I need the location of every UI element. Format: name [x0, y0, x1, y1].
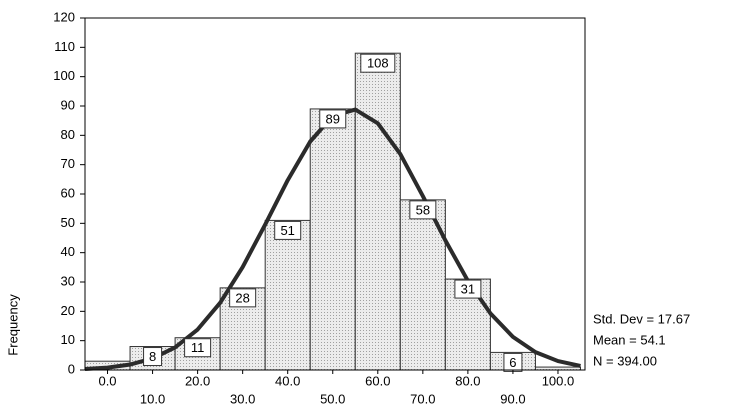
y-axis-label: Frequency	[5, 294, 20, 356]
value-label-box	[409, 200, 437, 220]
x-tick-label: 30.0	[230, 391, 255, 406]
y-tick-label: 50	[61, 215, 75, 230]
x-tick-label: 100.0	[542, 373, 575, 388]
value-label-box	[229, 288, 257, 308]
value-label-box	[274, 220, 302, 240]
x-tick-label: 0.0	[98, 373, 116, 388]
x-tick-label: 10.0	[140, 391, 165, 406]
y-tick-label: 100	[53, 68, 75, 83]
value-label-box	[454, 279, 482, 299]
x-tick-label: 60.0	[365, 373, 390, 388]
value-label: 8	[149, 349, 156, 364]
y-tick-label: 120	[53, 9, 75, 24]
value-label: 31	[461, 282, 475, 297]
x-tick-label: 40.0	[275, 373, 300, 388]
value-label-box	[143, 347, 163, 367]
value-label: 11	[191, 340, 205, 355]
value-label: 89	[326, 111, 340, 126]
value-label: 58	[416, 202, 430, 217]
value-label-box	[184, 338, 212, 358]
x-tick-label: 90.0	[500, 391, 525, 406]
y-tick-label: 30	[61, 273, 75, 288]
y-tick-label: 20	[61, 303, 75, 318]
bar	[354, 52, 401, 371]
y-tick-label: 80	[61, 127, 75, 142]
value-label-box	[360, 53, 396, 73]
value-label: 6	[509, 355, 516, 370]
value-label-box	[319, 109, 347, 129]
stats-text: N = 394.00	[593, 353, 657, 368]
x-tick-label: 50.0	[320, 391, 345, 406]
x-tick-label: 80.0	[455, 373, 480, 388]
y-tick-label: 70	[61, 156, 75, 171]
plot-frame	[84, 17, 586, 371]
stats-text: Mean = 54.1	[593, 332, 666, 347]
y-tick-label: 110	[54, 39, 75, 54]
y-tick-label: 0	[68, 361, 75, 376]
bar	[264, 219, 311, 371]
value-label: 108	[367, 56, 389, 71]
y-tick-label: 40	[61, 244, 75, 259]
stats-text: Std. Dev = 17.67	[593, 311, 690, 326]
value-label: 51	[280, 223, 294, 238]
value-label: 28	[235, 290, 249, 305]
y-tick-label: 90	[61, 97, 75, 112]
bar	[309, 108, 356, 371]
y-tick-label: 10	[61, 332, 75, 347]
x-tick-label: 70.0	[410, 391, 435, 406]
x-tick-label: 20.0	[185, 373, 210, 388]
y-tick-label: 60	[61, 185, 75, 200]
